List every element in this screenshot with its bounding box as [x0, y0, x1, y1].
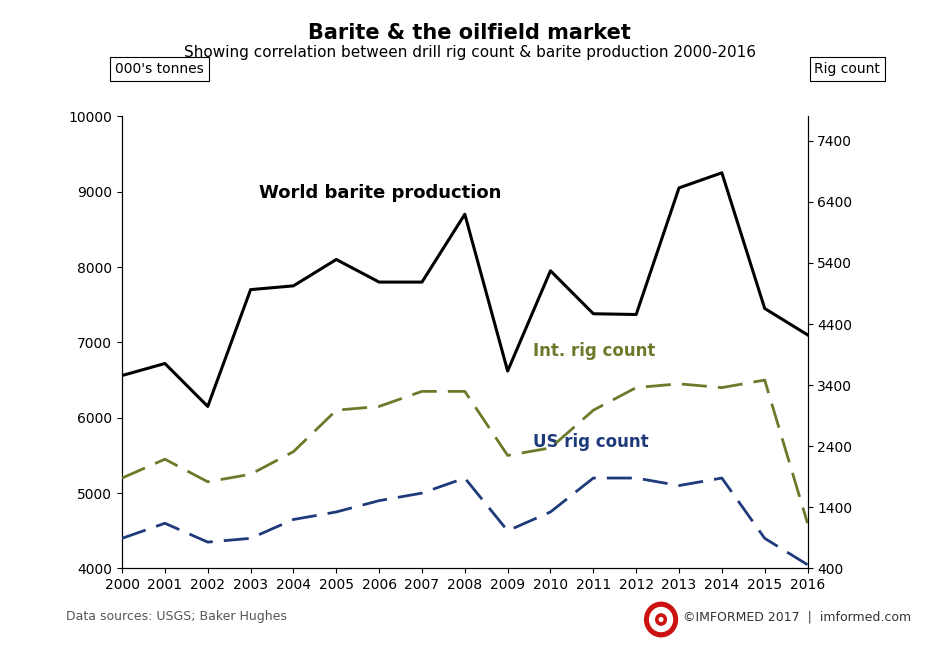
Text: ©IMFORMED 2017  |  imformed.com: ©IMFORMED 2017 | imformed.com — [683, 610, 911, 623]
Text: Showing correlation between drill rig count & barite production 2000-2016: Showing correlation between drill rig co… — [183, 45, 756, 60]
Circle shape — [650, 607, 672, 632]
Text: Data sources: USGS; Baker Hughes: Data sources: USGS; Baker Hughes — [66, 610, 286, 623]
Text: World barite production: World barite production — [259, 184, 501, 202]
Circle shape — [655, 614, 667, 625]
Text: US rig count: US rig count — [533, 433, 649, 451]
Text: Int. rig count: Int. rig count — [533, 342, 655, 360]
Text: Rig count: Rig count — [814, 62, 880, 76]
Circle shape — [645, 602, 677, 637]
Circle shape — [659, 618, 663, 621]
Text: 000's tonnes: 000's tonnes — [115, 62, 204, 76]
Text: Barite & the oilfield market: Barite & the oilfield market — [308, 23, 631, 43]
